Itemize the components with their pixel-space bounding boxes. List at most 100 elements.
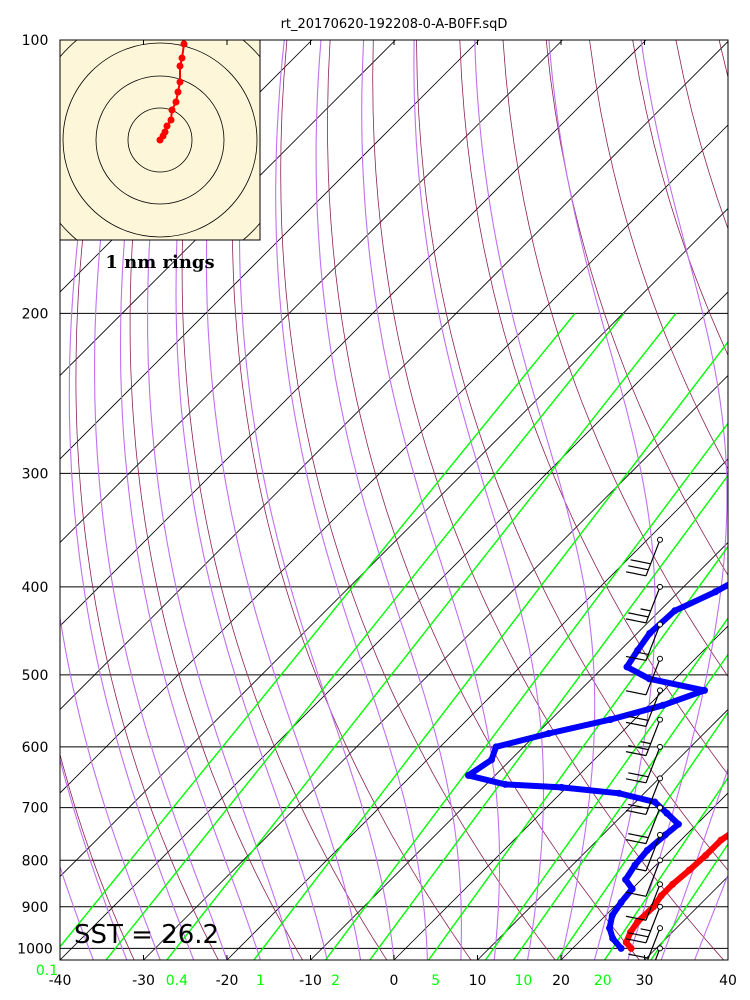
wind-barb-flag (625, 618, 647, 624)
mixing-ratio-line-1 (253, 340, 728, 960)
pressure-label: 300 (22, 466, 49, 482)
moist-adiabat-32 (660, 766, 728, 960)
pressure-label: 1000 (17, 941, 53, 957)
hodograph-point (167, 116, 175, 124)
wind-barb-station (657, 925, 663, 932)
wind-barb (625, 903, 663, 944)
dewpoint-point (615, 789, 623, 797)
dewpoint-point (464, 771, 472, 779)
dry-adiabat-280 (231, 40, 472, 960)
wind-barb-flag (626, 959, 629, 960)
wind-barb (625, 655, 663, 696)
mixing-ratio-line-28 (650, 842, 728, 960)
mixing-ratio-label: 0.4 (166, 973, 188, 989)
hodograph-ring-2 (95, 75, 225, 205)
wind-barb (625, 536, 663, 577)
temperature-point (627, 928, 635, 936)
dry-adiabat-370 (632, 40, 728, 357)
wind-barb-station (657, 831, 663, 838)
dry-adiabat-230 (0, 40, 50, 960)
wind-barb-station (657, 903, 663, 910)
moist-adiabat-20 (474, 40, 596, 960)
moist-adiabat-8 (315, 40, 462, 960)
wind-barb-staff (645, 884, 661, 921)
moist-adiabat--16 (119, 40, 261, 960)
dewpoint-point (631, 861, 639, 869)
dewpoint-point (711, 588, 719, 596)
dry-adiabat-330 (459, 40, 728, 776)
wind-barb-flag (625, 938, 647, 944)
mixing-ratio-line-0.1 (60, 312, 576, 948)
wind-barb-flag (625, 809, 647, 815)
dewpoint-point (643, 846, 651, 854)
dewpoint-point (609, 934, 617, 942)
wind-barb-half-flag (638, 651, 649, 656)
wind-barb-flag (628, 772, 649, 778)
isotherm--80 (60, 40, 647, 627)
wind-barb-flag (628, 803, 649, 809)
hodograph-point (179, 33, 186, 40)
isotherm-0 (393, 625, 728, 960)
mixing-ratio-label: 5 (431, 973, 440, 989)
wind-barb-flag (625, 891, 647, 897)
dewpoint-point (617, 944, 625, 952)
mixing-ratio-label: 1 (256, 973, 265, 989)
wind-barb-flag (628, 565, 649, 571)
wind-barb (625, 583, 663, 624)
temperature-label: -10 (299, 973, 322, 989)
wind-barb-flag (625, 655, 647, 662)
dry-adiabat-240 (60, 40, 135, 960)
temperature-label: -30 (132, 973, 155, 989)
temperature-label: 20 (552, 973, 570, 989)
wind-barb-station (657, 687, 663, 694)
wind-barb-flag (628, 833, 649, 839)
pressure-label: 500 (22, 668, 49, 684)
isotherm--10 (310, 541, 728, 960)
isotherm--20 (226, 458, 728, 960)
dewpoint-point (492, 743, 500, 751)
hodograph-point (176, 62, 184, 70)
wind-barb-flag (625, 751, 647, 757)
wind-barb-flag (625, 721, 647, 727)
mixing-ratio-label: 10 (515, 973, 533, 989)
dry-adiabat-300 (327, 40, 640, 960)
hodograph-point (172, 98, 180, 106)
wind-barb-staff (645, 906, 661, 943)
temperature-point (727, 818, 728, 820)
dry-adiabat-350 (545, 40, 728, 577)
hodograph-trace (156, 33, 188, 144)
mixing-ratio-labels: 0.1 0.4 1 2 5 10 20 (36, 963, 612, 989)
temperature-label: 40 (719, 973, 737, 989)
dry-adiabat-320 (416, 40, 728, 871)
wind-barb (625, 716, 663, 757)
moist-adiabat-0 (238, 40, 395, 960)
wind-barb-staff (646, 927, 661, 960)
wind-barb (625, 775, 663, 815)
temperature-point (622, 938, 630, 946)
wind-barb-station (657, 881, 663, 888)
hodograph-point (161, 128, 169, 136)
wind-barb-staff (645, 690, 661, 727)
pressure-axis-labels: 100 200 300 400 500 600 700 800 900 1000 (17, 33, 53, 957)
dewpoint-point (558, 783, 566, 791)
isotherm--50 (60, 207, 728, 878)
wind-barb-half-flag (640, 608, 651, 612)
wind-barb-station (657, 716, 663, 723)
temperature-point (627, 944, 635, 952)
wind-barb-staff (645, 834, 661, 872)
hodograph-inset: 1 nm rings (59, 33, 261, 273)
dewpoint-point (622, 876, 630, 884)
wind-barb (626, 925, 663, 960)
moist-adiabat--12 (147, 40, 295, 960)
wind-barb (625, 857, 663, 897)
dewpoint-point (646, 629, 654, 637)
wind-barb-flag (628, 745, 649, 751)
wind-barb-staff (645, 624, 661, 661)
moist-adiabat-36 (694, 873, 728, 960)
dewpoint-point (671, 607, 679, 615)
moist-adiabat--24 (68, 40, 195, 960)
moist-adiabat-16 (413, 40, 545, 960)
mixing-ratio-line-8 (484, 617, 728, 960)
wind-barb-staff (645, 586, 661, 624)
